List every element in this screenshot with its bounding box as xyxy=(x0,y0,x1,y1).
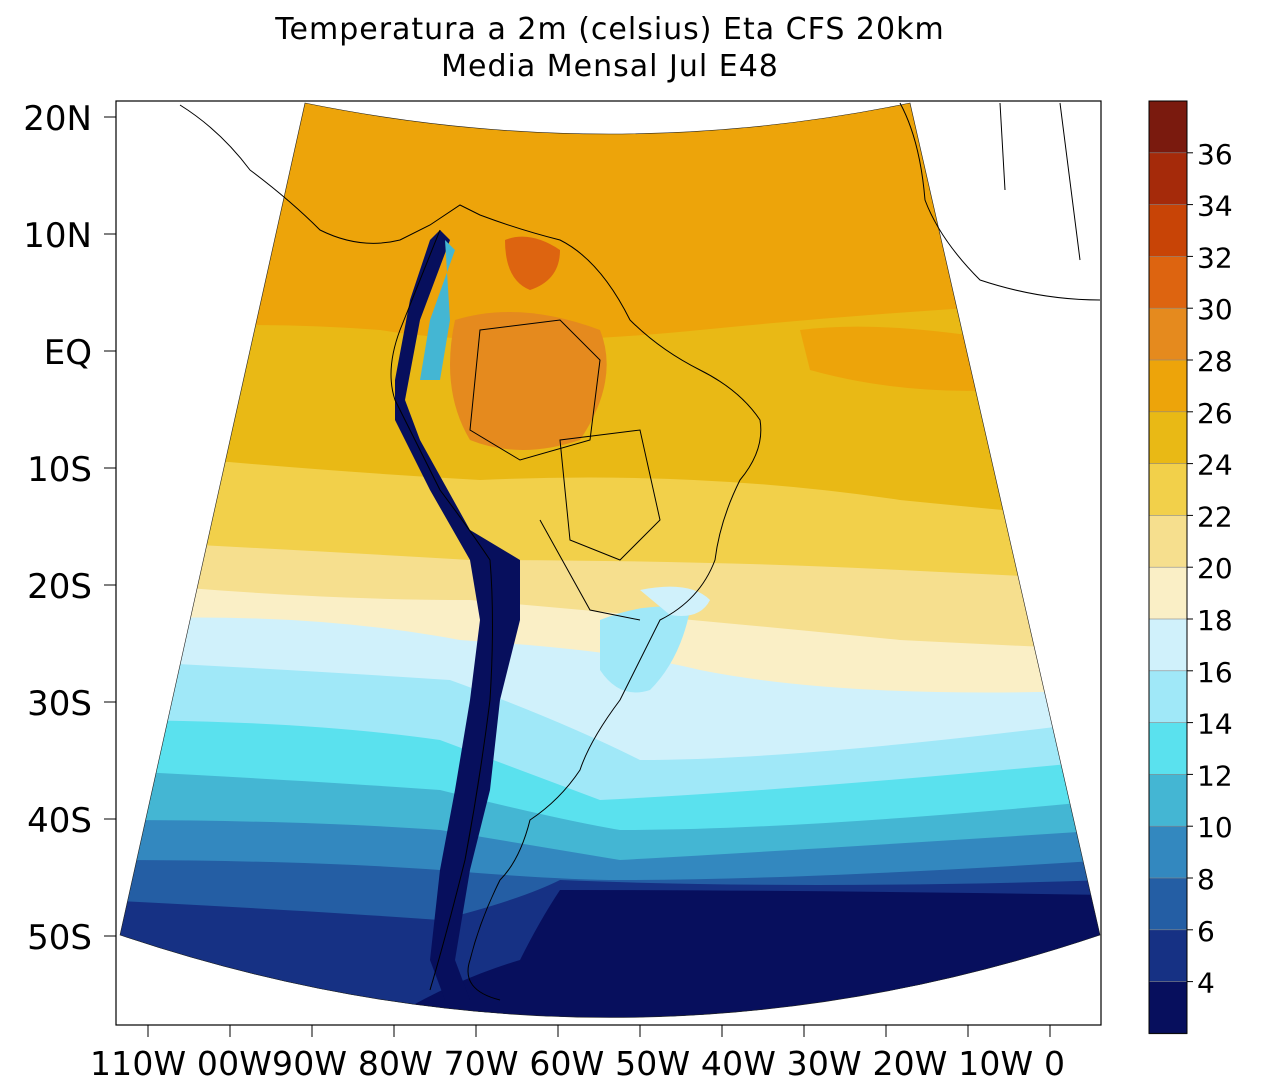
colorbar-label: 32 xyxy=(1197,241,1233,274)
colorbar-swatch xyxy=(1148,825,1188,879)
colorbar-swatch xyxy=(1148,463,1188,517)
colorbar-label: 36 xyxy=(1197,138,1233,171)
colorbar-swatch xyxy=(1148,411,1188,465)
lat-tick-label: EQ xyxy=(44,333,92,373)
latitude-axis: 20N 10N EQ 10S 20S 30S 40S 50S xyxy=(23,99,116,958)
colorbar-swatch xyxy=(1148,670,1188,724)
colorbar-swatch xyxy=(1148,152,1188,206)
colorbar-swatch xyxy=(1148,100,1188,154)
colorbar-swatch xyxy=(1148,204,1188,258)
colorbar-label: 26 xyxy=(1197,397,1233,430)
colorbar-label: 34 xyxy=(1197,190,1233,223)
colorbar-label: 4 xyxy=(1197,967,1215,1000)
lat-tick-label: 10N xyxy=(23,216,92,256)
chart-title: Temperatura a 2m (celsius) Eta CFS 20km xyxy=(275,12,945,47)
colorbar-label: 22 xyxy=(1197,500,1233,533)
lon-tick-labels: 110W 00W90W 80W 70W 60W 50W 40W 30W 20W … xyxy=(90,1044,1065,1080)
lat-tick-label: 20N xyxy=(23,99,92,139)
longitude-axis: 110W 00W90W 80W 70W 60W 50W 40W 30W 20W … xyxy=(90,1025,1065,1080)
colorbar-label: 24 xyxy=(1197,449,1233,482)
colorbar-label: 6 xyxy=(1197,915,1215,948)
lat-tick-label: 50S xyxy=(27,918,92,958)
colorbar-label: 16 xyxy=(1197,656,1233,689)
colorbar: 36 34 32 30 28 26 24 22 20 18 16 14 12 10 8 6 4 xyxy=(1148,100,1233,1035)
colorbar-swatch xyxy=(1148,722,1188,776)
lat-tick-label: 10S xyxy=(27,450,92,490)
colorbar-swatch xyxy=(1148,618,1188,672)
colorbar-swatch xyxy=(1148,307,1188,361)
colorbar-label: 30 xyxy=(1197,293,1233,326)
lat-tick-label: 30S xyxy=(27,684,92,724)
colorbar-label: 8 xyxy=(1197,863,1215,896)
domain-outline xyxy=(119,102,1101,1018)
chart-subtitle: Media Mensal Jul E48 xyxy=(441,49,779,84)
colorbar-label: 14 xyxy=(1197,708,1233,741)
colorbar-label: 10 xyxy=(1197,811,1233,844)
colorbar-label: 20 xyxy=(1197,552,1233,585)
colorbar-swatch xyxy=(1148,774,1188,828)
colorbar-swatch xyxy=(1148,256,1188,309)
colorbar-swatch xyxy=(1148,981,1188,1035)
colorbar-label: 12 xyxy=(1197,759,1233,792)
colorbar-swatch xyxy=(1148,877,1188,931)
lat-tick-label: 40S xyxy=(27,801,92,841)
colorbar-label: 18 xyxy=(1197,604,1233,637)
colorbar-swatch xyxy=(1148,515,1188,569)
colorbar-swatch xyxy=(1148,359,1188,413)
colorbar-swatch xyxy=(1148,929,1188,983)
lat-tick-label: 20S xyxy=(27,567,92,607)
colorbar-swatch xyxy=(1148,566,1188,620)
coastlines xyxy=(179,102,1101,1001)
temperature-field xyxy=(120,103,1100,1018)
colorbar-label: 28 xyxy=(1197,345,1233,378)
